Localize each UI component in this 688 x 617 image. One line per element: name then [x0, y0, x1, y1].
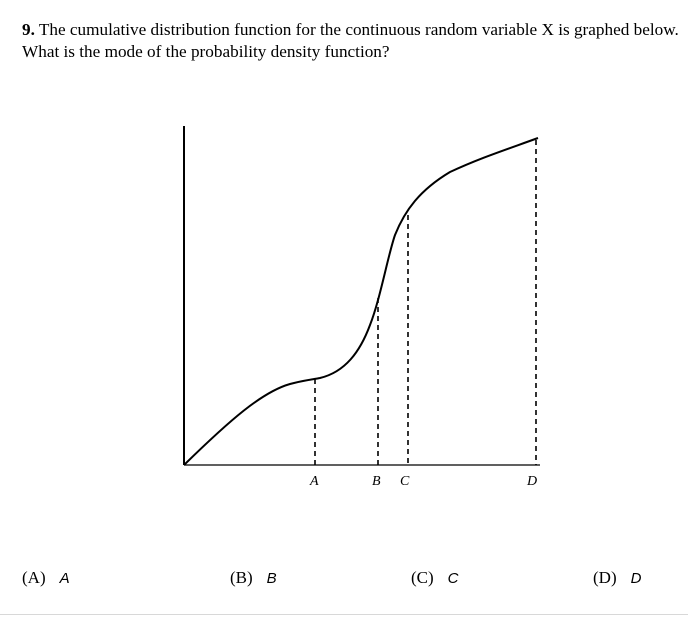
choice-a-option: (A) [22, 568, 46, 587]
choice-c-option: (C) [411, 568, 434, 587]
marker-label-b: B [372, 474, 381, 489]
choice-b-option: (B) [230, 568, 253, 587]
question-text: 9. The cumulative distribution function … [22, 19, 682, 63]
cdf-curve [183, 137, 539, 466]
question-number: 9. [22, 20, 35, 39]
marker-label-a: A [309, 474, 319, 489]
choice-d-value: D [630, 570, 642, 587]
marker-label-c: C [400, 474, 410, 489]
choice-c-value: C [447, 570, 459, 587]
choice-b-value: B [266, 570, 277, 587]
choice-b[interactable]: (B) B [230, 567, 277, 590]
choice-d-option: (D) [593, 568, 617, 587]
question-body: The cumulative distribution function for… [22, 20, 679, 61]
choice-d[interactable]: (D) D [593, 567, 641, 590]
marker-label-d: D [526, 474, 537, 489]
choice-c[interactable]: (C) C [411, 567, 459, 590]
choice-a-value: A [59, 570, 70, 587]
choice-a[interactable]: (A) A [22, 567, 70, 590]
bottom-divider [0, 614, 688, 615]
